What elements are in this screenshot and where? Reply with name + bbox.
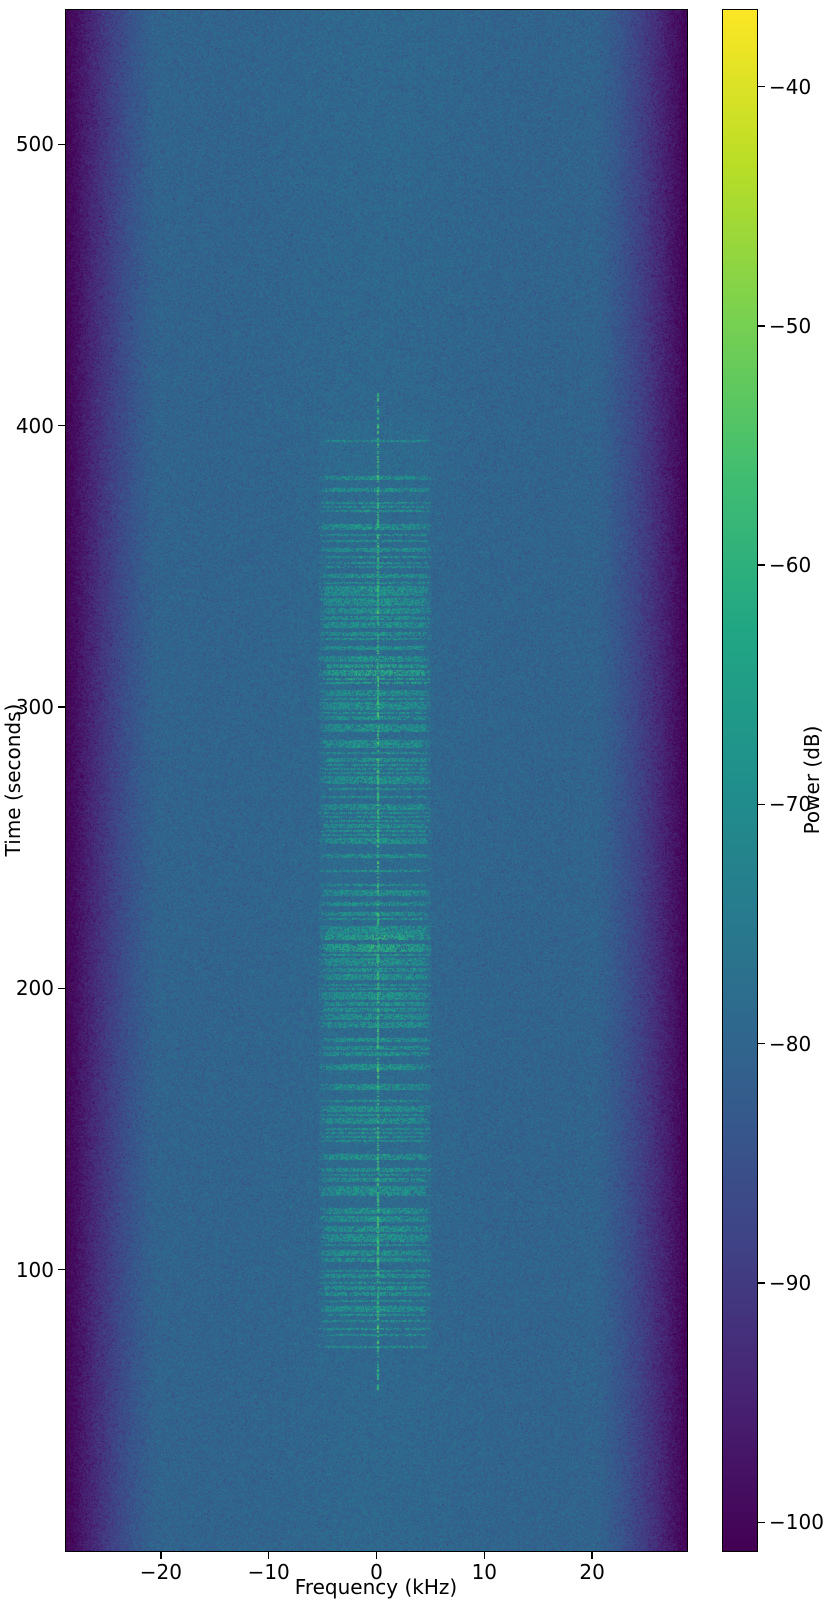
x-axis-tick bbox=[483, 1552, 485, 1559]
colorbar-label: Power (dB) bbox=[800, 725, 824, 835]
y-tick-label: 100 bbox=[15, 1257, 54, 1282]
x-tick-label: 0 bbox=[370, 1560, 383, 1584]
y-axis-tick bbox=[58, 1268, 65, 1271]
x-axis-tick bbox=[267, 1552, 270, 1559]
y-tick-label: 400 bbox=[15, 413, 54, 438]
colorbar-tick bbox=[758, 1282, 765, 1284]
y-tick-label: 200 bbox=[15, 976, 54, 1001]
colorbar-tick-label: −60 bbox=[769, 553, 812, 578]
colorbar-tick bbox=[758, 1521, 765, 1523]
y-tick-label: 500 bbox=[15, 132, 54, 157]
colorbar-tick-label: −100 bbox=[769, 1510, 824, 1535]
colorbar-gradient-canvas bbox=[723, 10, 757, 1551]
spectrogram-plot-area bbox=[65, 9, 688, 1552]
x-axis-tick bbox=[160, 1552, 162, 1559]
colorbar-tick-label: −70 bbox=[769, 792, 812, 817]
spectrogram-canvas bbox=[66, 10, 687, 1551]
colorbar-tick bbox=[758, 1043, 765, 1045]
y-axis-tick bbox=[58, 143, 65, 146]
colorbar-tick-label: −40 bbox=[769, 74, 812, 99]
x-tick-label: −10 bbox=[247, 1560, 290, 1584]
x-axis-tick bbox=[375, 1552, 378, 1559]
colorbar-tick bbox=[758, 564, 765, 566]
x-tick-label: 20 bbox=[579, 1560, 605, 1584]
colorbar bbox=[722, 9, 758, 1552]
y-axis-tick bbox=[58, 425, 65, 427]
colorbar-tick bbox=[758, 325, 765, 327]
y-tick-label: 300 bbox=[15, 695, 54, 720]
colorbar-tick bbox=[758, 803, 765, 806]
colorbar-tick-label: −50 bbox=[769, 313, 812, 338]
colorbar-tick-label: −90 bbox=[769, 1271, 812, 1295]
y-axis-tick bbox=[58, 987, 65, 990]
y-axis-tick bbox=[58, 706, 65, 708]
y-axis-label: Time (seconds) bbox=[1, 703, 25, 857]
colorbar-tick-label: −80 bbox=[769, 1031, 812, 1056]
x-axis-tick bbox=[591, 1552, 593, 1559]
x-tick-label: 10 bbox=[471, 1560, 498, 1584]
x-tick-label: −20 bbox=[139, 1560, 182, 1584]
x-axis-label: Frequency (kHz) bbox=[294, 1575, 458, 1599]
colorbar-tick bbox=[758, 85, 765, 88]
